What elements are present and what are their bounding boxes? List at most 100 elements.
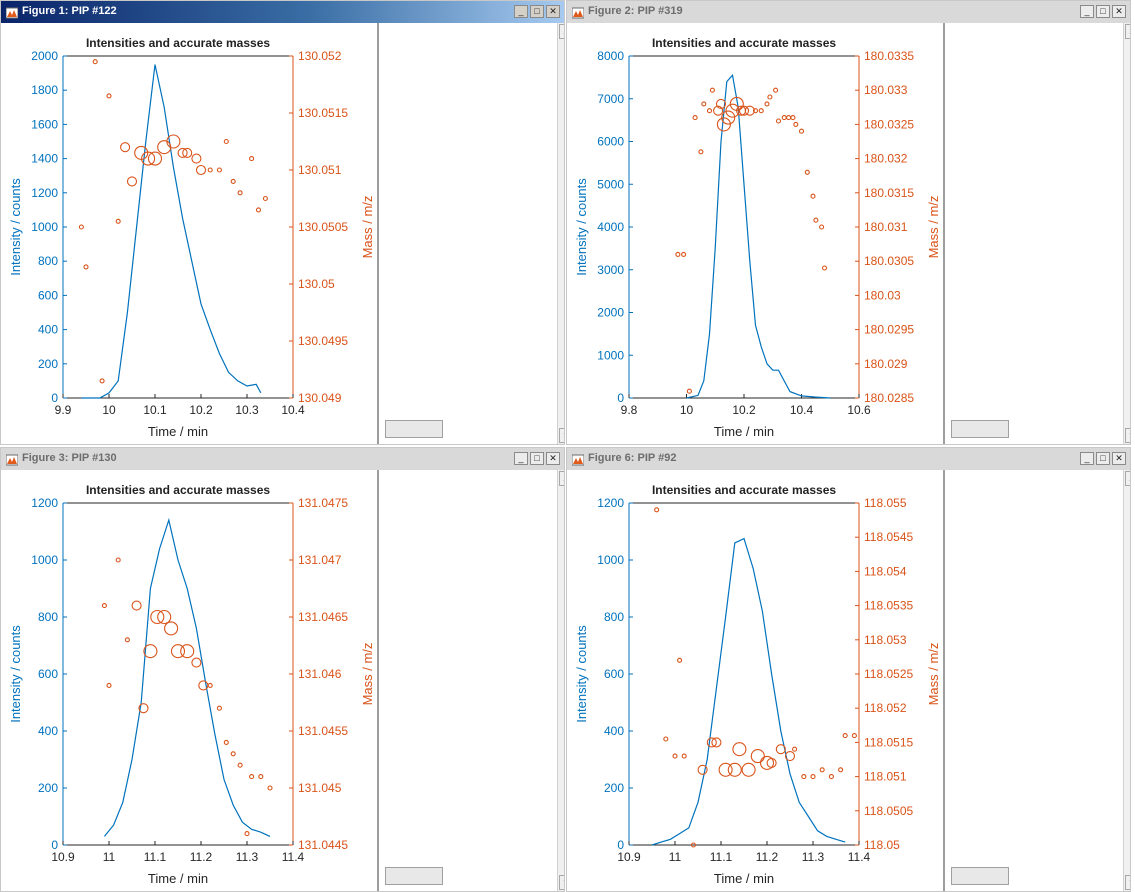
title-bar[interactable]: Figure 3: PIP #130 _ □ ✕ — [1, 448, 564, 471]
scroll-down-icon[interactable]: ▼ — [1125, 428, 1130, 443]
mass-point — [741, 762, 756, 777]
y2-tick-label: 130.0495 — [298, 334, 348, 348]
close-button[interactable]: ✕ — [1112, 5, 1126, 18]
mass-point — [767, 94, 773, 100]
minimize-button[interactable]: _ — [1080, 5, 1094, 18]
mass-point — [182, 147, 193, 158]
mass-point — [804, 169, 810, 175]
mass-point — [216, 705, 222, 711]
mass-point — [207, 682, 213, 688]
y2-tick-label: 118.0505 — [864, 804, 913, 818]
panel-button[interactable] — [385, 420, 443, 438]
mass-point — [715, 98, 727, 109]
y-tick-label: 200 — [38, 357, 58, 371]
x-tick-label: 11.1 — [144, 850, 167, 864]
mass-point — [216, 167, 222, 173]
plot-area: Intensities and accurate masses 10.9 11 11.… — [567, 470, 943, 891]
scroll-up-icon[interactable]: ▲ — [1125, 471, 1130, 486]
x-tick-label: 10 — [102, 403, 116, 417]
mass-point — [792, 746, 798, 752]
intensity-mass-chart: Intensities and accurate masses 9.8 10 10.2… — [574, 36, 941, 439]
mass-point — [654, 507, 660, 513]
scroll-down-icon[interactable]: ▼ — [559, 875, 564, 890]
mass-point — [166, 134, 181, 149]
maximize-button[interactable]: □ — [530, 452, 544, 465]
mass-point — [810, 193, 816, 199]
mass-point — [663, 736, 669, 742]
y-tick-label: 2000 — [31, 49, 58, 63]
y2-axis-label: Mass / m/z — [926, 196, 941, 259]
vertical-scrollbar[interactable]: ▲▼ — [557, 470, 564, 891]
mass-point — [706, 737, 717, 748]
plot-area: Intensities and accurate masses 9.8 10 10.2… — [567, 23, 943, 444]
mass-point — [716, 117, 731, 132]
close-button[interactable]: ✕ — [546, 452, 560, 465]
y-tick-label: 0 — [617, 391, 624, 405]
y-tick-label: 800 — [604, 610, 624, 624]
mass-point — [752, 108, 759, 114]
intensity-mass-chart: Intensities and accurate masses 10.9 11 11.… — [8, 483, 375, 886]
mass-point — [786, 115, 792, 121]
scroll-down-icon[interactable]: ▼ — [559, 428, 564, 443]
x-tick-label: 11.2 — [190, 850, 213, 864]
panel-button[interactable] — [951, 867, 1009, 885]
mass-point — [744, 105, 755, 116]
window-title: Figure 3: PIP #130 — [22, 452, 117, 464]
scroll-down-icon[interactable]: ▼ — [1125, 875, 1130, 890]
title-bar[interactable]: Figure 1: PIP #122 _ □ ✕ — [1, 1, 564, 24]
mass-point — [810, 774, 816, 780]
y2-tick-label: 131.0455 — [298, 724, 348, 738]
chart-title: Intensities and accurate masses — [652, 36, 836, 50]
x-tick-label: 11.1 — [710, 850, 733, 864]
maximize-button[interactable]: □ — [1096, 452, 1110, 465]
side-panel — [943, 23, 1123, 444]
figure-window-6[interactable]: Figure 6: PIP #92 _ □ ✕ Intensities and accu… — [566, 447, 1131, 892]
panel-button[interactable] — [385, 867, 443, 885]
mass-point — [842, 733, 848, 739]
mass-point — [237, 762, 243, 768]
panel-button[interactable] — [951, 420, 1009, 438]
mass-point — [721, 110, 736, 125]
y2-axis-label: Mass / m/z — [360, 196, 375, 259]
mass-point — [78, 224, 84, 230]
title-bar[interactable]: Figure 2: PIP #319 _ □ ✕ — [567, 1, 1130, 24]
x-axis-label: Time / min — [714, 871, 774, 886]
x-tick-label: 10.2 — [189, 403, 213, 417]
mass-point — [170, 644, 186, 659]
scroll-up-icon[interactable]: ▲ — [559, 24, 564, 39]
close-button[interactable]: ✕ — [546, 5, 560, 18]
y-tick-label: 800 — [38, 610, 58, 624]
mass-point — [115, 557, 121, 563]
mass-point — [750, 749, 765, 764]
mass-point — [138, 703, 149, 714]
minimize-button[interactable]: _ — [514, 5, 528, 18]
vertical-scrollbar[interactable]: ▲▼ — [1123, 23, 1130, 444]
title-bar[interactable]: Figure 6: PIP #92 _ □ ✕ — [567, 448, 1130, 471]
vertical-scrollbar[interactable]: ▲▼ — [1123, 470, 1130, 891]
x-tick-label: 11.3 — [802, 850, 825, 864]
mass-point — [230, 751, 236, 757]
maximize-button[interactable]: □ — [1096, 5, 1110, 18]
plot-area: Intensities and accurate masses 9.9 10 10.1… — [1, 23, 377, 444]
mass-point — [711, 737, 722, 748]
close-button[interactable]: ✕ — [1112, 452, 1126, 465]
y-tick-label: 7000 — [597, 92, 624, 106]
figure-window-2[interactable]: Figure 2: PIP #319 _ □ ✕ Intensities and acc… — [566, 0, 1131, 445]
mass-point — [115, 218, 121, 224]
window-title: Figure 2: PIP #319 — [588, 5, 683, 17]
minimize-button[interactable]: _ — [514, 452, 528, 465]
scroll-up-icon[interactable]: ▲ — [1125, 24, 1130, 39]
mass-point — [141, 151, 156, 166]
vertical-scrollbar[interactable]: ▲▼ — [557, 23, 564, 444]
side-panel — [377, 470, 557, 891]
minimize-button[interactable]: _ — [1080, 452, 1094, 465]
mass-point — [727, 762, 742, 777]
figure-window-3[interactable]: Figure 3: PIP #130 _ □ ✕ Intensities and acc… — [0, 447, 565, 892]
mass-point — [150, 609, 165, 625]
scroll-up-icon[interactable]: ▲ — [559, 471, 564, 486]
y-tick-label: 6000 — [597, 135, 624, 149]
maximize-button[interactable]: □ — [530, 5, 544, 18]
y-tick-label: 400 — [604, 724, 624, 738]
intensity-mass-chart: Intensities and accurate masses 9.9 10 10.1… — [8, 36, 375, 439]
figure-window-1[interactable]: Figure 1: PIP #122 _ □ ✕ Intensities and acc… — [0, 0, 565, 445]
